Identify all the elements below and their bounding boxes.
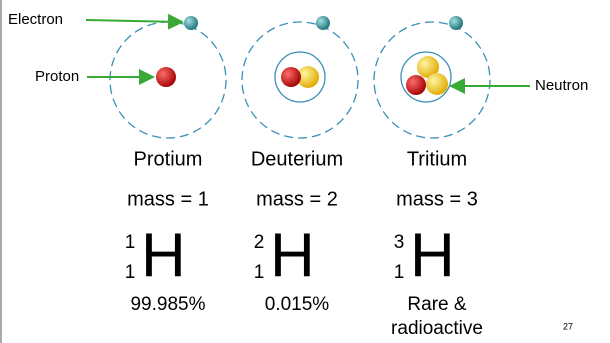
atomic-number: 1 — [394, 262, 405, 283]
abundance: 0.015% — [265, 294, 330, 315]
element-symbol: H — [141, 221, 186, 290]
mass-number: 1 — [125, 232, 136, 253]
atom-tritium — [374, 16, 490, 138]
isotope-name: Deuterium — [251, 148, 343, 170]
isotope-name: Tritium — [407, 148, 467, 170]
atomic-number: 1 — [125, 262, 136, 283]
electron-arrow — [86, 20, 182, 22]
element-symbol: H — [410, 221, 455, 290]
isotope-mass: mass = 2 — [256, 188, 338, 210]
mass-number: 2 — [254, 232, 265, 253]
electron-label: Electron — [8, 11, 63, 28]
isotope-name: Protium — [134, 148, 203, 170]
isotope-mass: mass = 3 — [396, 188, 478, 210]
mass-number: 3 — [394, 232, 405, 253]
slide: Electron Proton Neutron 27 Protium mass =… — [0, 0, 610, 343]
atom-deuterium — [242, 16, 358, 138]
proton-label: Proton — [35, 68, 79, 85]
isotope-mass: mass = 1 — [127, 188, 209, 210]
atomic-number: 1 — [254, 262, 265, 283]
abundance: 99.985% — [130, 294, 205, 315]
neutron-label: Neutron — [535, 77, 588, 94]
element-symbol: H — [270, 221, 315, 290]
page-number: 27 — [563, 321, 573, 331]
abundance: Rare &radioactive — [391, 294, 483, 339]
